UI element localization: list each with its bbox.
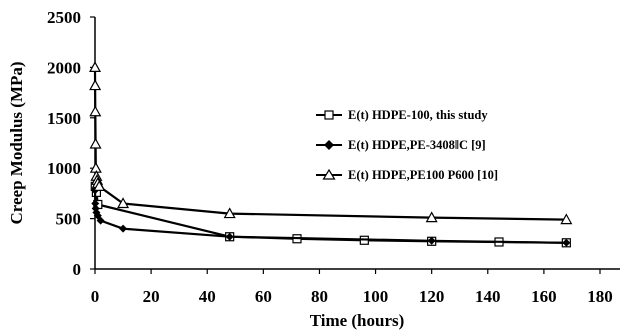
legend-item-2: E(t) HDPE,PE-3408‖C [9] <box>316 138 486 152</box>
legend: E(t) HDPE-100, this study E(t) HDPE,PE-3… <box>316 108 498 182</box>
x-tick-label: 20 <box>143 287 160 306</box>
data-point-triangle <box>89 79 102 91</box>
x-axis-title: Time (hours) <box>310 311 405 330</box>
legend-label-1: E(t) HDPE-100, this study <box>348 108 488 122</box>
data-point-diamond <box>119 224 128 233</box>
legend-label-3: E(t) HDPE,PE100 P600 [10] <box>348 168 498 182</box>
x-axis-ticks: 0 20 40 60 80 100 120 140 160 180 <box>91 269 613 306</box>
legend-item-1: E(t) HDPE-100, this study <box>316 108 488 122</box>
x-tick-label: 160 <box>531 287 557 306</box>
data-point-triangle <box>117 197 130 209</box>
data-point-triangle <box>425 211 438 223</box>
x-tick-label: 40 <box>199 287 216 306</box>
y-tick-label: 2000 <box>47 58 81 77</box>
data-point-diamond <box>562 238 571 247</box>
legend-item-3: E(t) HDPE,PE100 P600 [10] <box>316 168 498 182</box>
data-point-triangle <box>560 213 573 225</box>
y-tick-label: 0 <box>73 260 82 279</box>
x-tick-label: 60 <box>255 287 272 306</box>
y-tick-label: 1500 <box>47 109 81 128</box>
data-point-triangle <box>89 105 102 117</box>
x-tick-label: 100 <box>363 287 389 306</box>
y-tick-label: 1000 <box>47 159 81 178</box>
y-axis-ticks: 0 500 1000 1500 2000 2500 <box>47 8 95 279</box>
legend-label-2: E(t) HDPE,PE-3408‖C [9] <box>348 138 486 152</box>
data-point-diamond <box>91 199 100 208</box>
series-layer <box>89 61 573 248</box>
x-tick-label: 180 <box>587 287 613 306</box>
legend-marker-diamond <box>324 140 334 150</box>
x-tick-label: 140 <box>475 287 501 306</box>
y-axis-title: Creep Modulus (MPa) <box>7 61 26 224</box>
data-point-triangle <box>223 207 236 219</box>
data-point-diamond <box>96 216 105 225</box>
legend-marker-triangle <box>322 168 336 180</box>
data-point-triangle <box>89 137 102 149</box>
y-tick-label: 500 <box>56 210 82 229</box>
x-tick-label: 80 <box>311 287 328 306</box>
data-point-diamond <box>225 232 234 241</box>
legend-marker-square <box>324 110 334 120</box>
data-point-triangle <box>89 61 102 73</box>
x-tick-label: 120 <box>419 287 445 306</box>
data-point-triangle <box>93 180 106 191</box>
x-tick-label: 0 <box>91 287 100 306</box>
y-tick-label: 2500 <box>47 8 81 27</box>
data-point-diamond <box>427 236 436 245</box>
